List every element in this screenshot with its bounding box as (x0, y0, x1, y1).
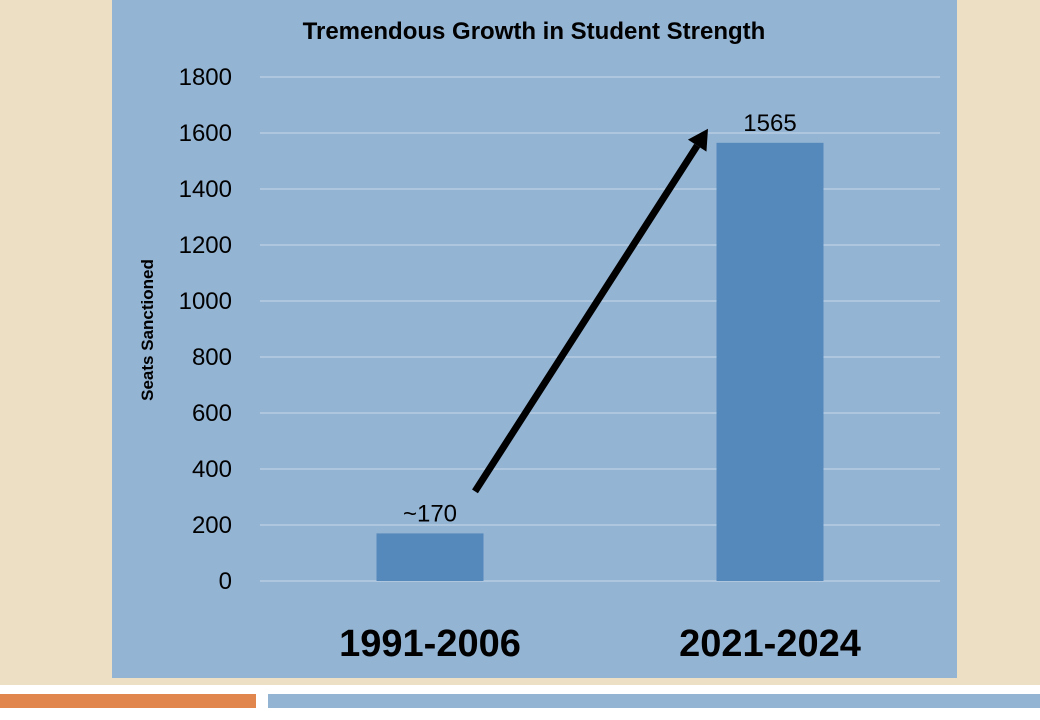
y-axis-label: Seats Sanctioned (138, 259, 157, 401)
footer-accent-bar-right (268, 694, 1040, 708)
growth-arrow (472, 128, 708, 494)
y-tick-label: 1200 (179, 232, 232, 259)
data-labels: ~170 1565 (403, 110, 797, 528)
y-tick-label: 1600 (179, 120, 232, 147)
x-tick-label: 2021-2024 (679, 623, 861, 665)
footer-accent-bar-left (0, 694, 256, 708)
y-tick-label: 0 (219, 568, 232, 595)
y-tick-label: 1400 (179, 176, 232, 203)
y-axis-ticks: 0 200 400 600 800 1000 1200 1400 1600 1800 (179, 64, 232, 595)
x-axis-ticks: 1991-2006 2021-2024 (339, 623, 861, 665)
chart-title: Tremendous Growth in Student Strength (303, 18, 766, 45)
data-label: ~170 (403, 500, 457, 527)
bar-1991-2006 (376, 533, 484, 581)
growth-arrow-shaft (472, 143, 701, 494)
data-label: 1565 (743, 110, 796, 137)
y-tick-label: 600 (192, 400, 232, 427)
gridlines (260, 76, 940, 582)
x-tick-label: 1991-2006 (339, 623, 521, 665)
bars (376, 142, 824, 582)
y-tick-label: 1800 (179, 64, 232, 91)
y-tick-label: 1000 (179, 288, 232, 315)
y-tick-label: 800 (192, 344, 232, 371)
growth-arrow-head (687, 128, 708, 152)
y-tick-label: 400 (192, 456, 232, 483)
bar-2021-2024 (716, 142, 824, 582)
y-tick-label: 200 (192, 512, 232, 539)
